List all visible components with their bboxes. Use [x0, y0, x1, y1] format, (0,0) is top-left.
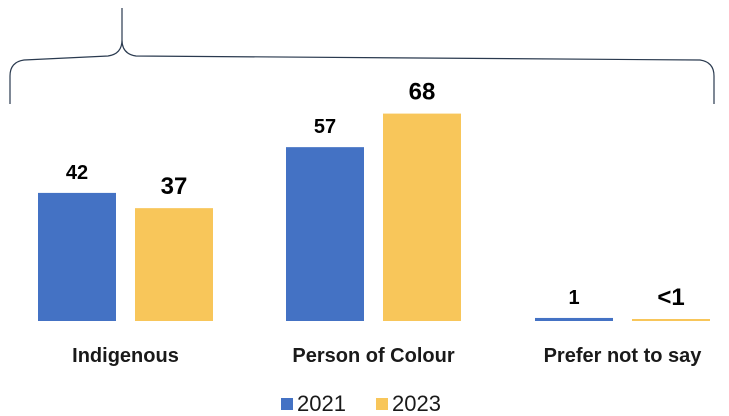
- bar-2021-0: [38, 192, 116, 321]
- value-label-2023-2: <1: [657, 284, 684, 311]
- category-label-2: Prefer not to say: [544, 345, 703, 367]
- grouping-brace: [9, 8, 715, 104]
- bar-2023-0: [135, 208, 213, 321]
- bar-2023-1: [383, 113, 461, 321]
- category-label-0: Indigenous: [72, 345, 179, 367]
- value-label-2023-1: 68: [409, 79, 436, 106]
- bars-group: [38, 113, 710, 321]
- category-label-1: Person of Colour: [292, 345, 454, 367]
- legend-swatch-2023: [376, 398, 388, 410]
- legend-label-2021: 2021: [297, 391, 346, 416]
- legend-swatch-2021: [281, 398, 293, 410]
- value-labels-group: 42 37 57 68 1 <1: [66, 79, 685, 311]
- value-label-2021-0: 42: [66, 162, 88, 184]
- value-label-2023-0: 37: [161, 173, 188, 200]
- bar-2021-2: [535, 317, 613, 321]
- category-labels-group: Indigenous Person of Colour Prefer not to …: [72, 345, 702, 367]
- bar-2021-1: [286, 147, 364, 321]
- legend: 2021 2023: [281, 391, 441, 416]
- bar-2023-2: [632, 319, 710, 321]
- value-label-2021-2: 1: [568, 287, 579, 309]
- value-label-2021-1: 57: [314, 116, 336, 138]
- legend-label-2023: 2023: [392, 391, 441, 416]
